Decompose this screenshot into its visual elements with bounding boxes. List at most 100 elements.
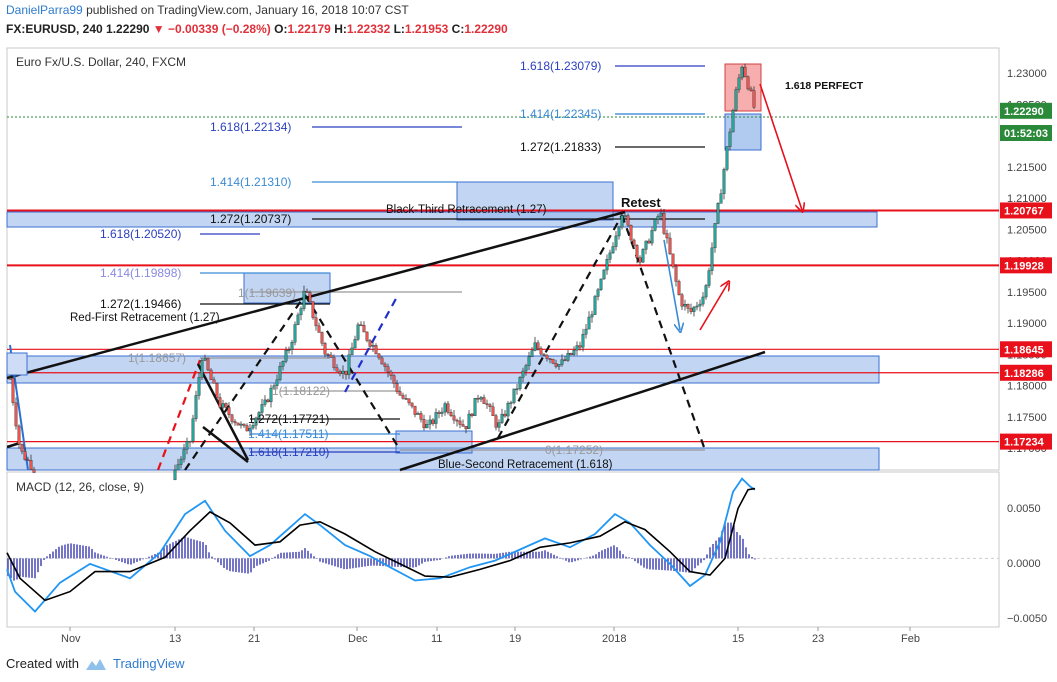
candle [179,456,183,469]
price-axis-tick: 1.21000 [1007,193,1047,205]
candle [203,354,207,362]
fib-label: 1(1.18122) [272,384,330,398]
candle [653,218,657,232]
candle [272,383,276,390]
candle [503,410,507,418]
time-axis-tick: 15 [732,633,744,645]
candle [560,354,564,367]
tradingview-link[interactable]: TradingView [112,656,185,671]
candle [377,353,381,360]
annotation-text: Retest [621,195,661,210]
candle [29,454,33,470]
candle [584,323,588,339]
candle [530,347,534,358]
time-axis-tick: 19 [509,633,521,645]
created-with-text: Created with [6,656,79,671]
candle [383,362,387,372]
swing-leg-black [184,294,306,471]
time-axis-tick: 13 [169,633,181,645]
candle [332,354,336,371]
candle [239,421,243,429]
candle [509,400,513,409]
price-tag-label: 1.18286 [1004,368,1044,380]
fib-label: 1(1.18657) [128,351,186,365]
candle [407,398,411,406]
candle [647,238,651,244]
candle [662,208,666,236]
candle [248,423,252,437]
candle [470,412,474,418]
annotation-text: Red-First Retracement (1.27) [70,312,220,324]
candle [245,423,249,432]
candle [455,418,459,427]
candle [608,249,612,264]
candle [596,288,600,301]
candle [644,240,648,255]
candle [614,231,618,251]
zone-box [6,355,880,384]
fib-label: 1.414(1.22345) [520,107,601,121]
candle [293,321,297,346]
fib-label: 1.272(1.19466) [100,297,181,311]
ohlc-l-label: L: [393,22,405,36]
candle [590,310,594,323]
candle [392,374,396,389]
candle [629,224,633,242]
fib-label: 0(1.17252) [545,443,603,457]
price-axis-tick: 1.19500 [1007,287,1047,299]
price-tag [1000,364,1052,381]
candle [623,212,627,219]
candle [326,352,330,359]
candle [296,312,300,326]
candle [524,363,528,376]
candle [221,399,225,410]
candle [350,342,354,356]
candle [359,321,363,327]
candle [419,410,423,423]
candle [494,413,498,431]
candle [242,423,246,428]
published-text: published on TradingView.com, January 16… [86,3,409,17]
candle [482,394,486,404]
candle [353,335,357,349]
candle [728,128,732,150]
price-tag-label: 1.22290 [1004,106,1044,118]
candle [356,322,360,342]
candle [716,202,720,225]
candle [320,331,324,347]
price-change: −0.00339 (−0.28%) [168,22,271,36]
candle [371,342,375,352]
swing-leg-black [304,294,401,451]
candle [527,351,531,371]
candle [617,225,621,240]
swing-leg-black [620,214,707,451]
candle [422,414,426,431]
candle [707,267,711,288]
footer: Created with TradingView [6,656,185,671]
candle [710,242,714,275]
candle [578,341,582,351]
annotation-text: Blue-Second Retracement (1.618) [438,459,613,471]
candle [581,328,585,352]
blue-arrow [663,239,680,330]
candle [305,288,309,293]
candle [176,458,180,471]
candle [218,393,222,410]
candle [200,358,204,381]
candle [656,213,660,225]
candle [545,353,549,362]
candle [680,292,684,311]
candle [425,419,429,429]
ohlc-c-label: C: [451,22,465,36]
swing-leg-blue [344,294,399,393]
candle [461,419,465,427]
candle [431,418,435,426]
candle [491,402,495,416]
candle [602,269,606,280]
author-link[interactable]: DanielParra99 [6,3,83,17]
candle [311,301,315,320]
tradingview-logo-icon [85,658,106,670]
candle [536,340,540,351]
symbol-line: FX:EURUSD, 240 1.22290 ▼ −0.00339 (−0.28… [6,22,508,36]
